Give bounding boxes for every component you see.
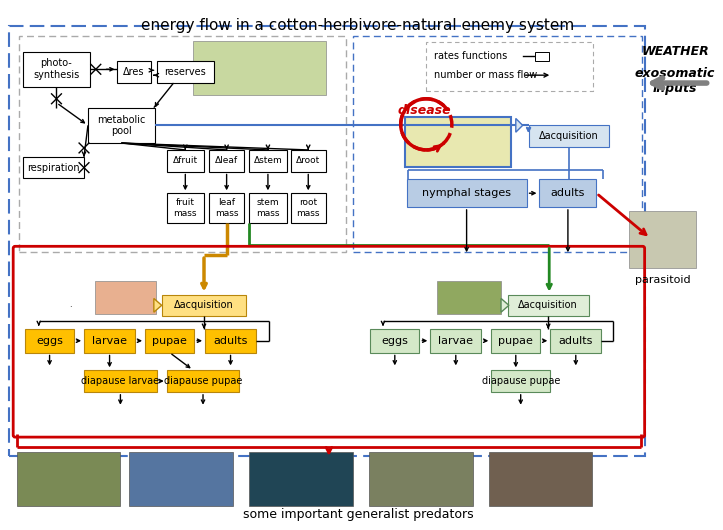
Text: larvae: larvae — [438, 335, 474, 346]
Bar — [437, 281, 501, 314]
Text: larvae: larvae — [92, 335, 127, 346]
FancyBboxPatch shape — [23, 157, 84, 179]
FancyBboxPatch shape — [406, 180, 526, 207]
Text: diapause pupae: diapause pupae — [482, 376, 560, 386]
Text: respiration: respiration — [27, 163, 80, 173]
FancyBboxPatch shape — [209, 150, 244, 172]
Text: root
mass: root mass — [296, 198, 320, 218]
Bar — [354, 36, 642, 252]
FancyBboxPatch shape — [88, 108, 155, 143]
Text: Δacquisition: Δacquisition — [539, 131, 599, 141]
FancyBboxPatch shape — [291, 150, 326, 172]
Text: Δleaf: Δleaf — [215, 156, 238, 165]
FancyBboxPatch shape — [166, 150, 204, 172]
FancyBboxPatch shape — [157, 61, 214, 83]
Text: .: . — [69, 300, 72, 309]
Text: WEATHER: WEATHER — [641, 45, 709, 58]
FancyBboxPatch shape — [209, 193, 244, 223]
Bar — [369, 452, 473, 506]
Text: diapause larvae: diapause larvae — [81, 376, 160, 386]
FancyBboxPatch shape — [117, 61, 151, 83]
Bar — [489, 452, 593, 506]
Text: Δfruit: Δfruit — [173, 156, 198, 165]
Text: Δres: Δres — [124, 67, 145, 77]
FancyBboxPatch shape — [430, 329, 482, 352]
Text: photo-
synthesis: photo- synthesis — [33, 58, 80, 80]
Text: exosomatic
inputs: exosomatic inputs — [635, 67, 715, 95]
Bar — [129, 452, 233, 506]
FancyBboxPatch shape — [491, 370, 550, 392]
Bar — [405, 118, 511, 166]
Text: number or mass flow: number or mass flow — [434, 70, 537, 80]
Bar — [17, 452, 121, 506]
Bar — [19, 36, 346, 252]
FancyBboxPatch shape — [508, 295, 589, 316]
FancyBboxPatch shape — [166, 193, 204, 223]
Text: nymphal stages: nymphal stages — [422, 188, 511, 198]
Bar — [536, 51, 549, 61]
Bar — [95, 281, 155, 314]
Bar — [193, 41, 326, 95]
FancyBboxPatch shape — [23, 51, 90, 87]
Text: leaf
mass: leaf mass — [215, 198, 239, 218]
FancyBboxPatch shape — [249, 193, 286, 223]
Text: disease: disease — [398, 104, 451, 117]
Text: Δacquisition: Δacquisition — [174, 301, 234, 311]
Text: rates functions: rates functions — [434, 51, 508, 61]
Text: adults: adults — [213, 335, 248, 346]
FancyBboxPatch shape — [491, 329, 540, 352]
Text: Δacquisition: Δacquisition — [518, 301, 578, 311]
Text: eggs: eggs — [36, 335, 63, 346]
Text: Δroot: Δroot — [296, 156, 320, 165]
Polygon shape — [501, 298, 509, 312]
FancyBboxPatch shape — [529, 125, 609, 147]
FancyBboxPatch shape — [145, 329, 194, 352]
FancyBboxPatch shape — [84, 329, 135, 352]
FancyBboxPatch shape — [539, 180, 596, 207]
Polygon shape — [515, 118, 523, 132]
FancyBboxPatch shape — [166, 370, 239, 392]
Text: metabolic
pool: metabolic pool — [97, 114, 145, 136]
FancyBboxPatch shape — [25, 329, 74, 352]
FancyBboxPatch shape — [205, 329, 256, 352]
Bar — [9, 26, 645, 456]
Bar — [249, 452, 353, 506]
Text: adults: adults — [551, 188, 585, 198]
FancyBboxPatch shape — [550, 329, 602, 352]
Text: eggs: eggs — [381, 335, 408, 346]
Polygon shape — [154, 298, 162, 312]
Text: stem
mass: stem mass — [256, 198, 280, 218]
Text: fruit
mass: fruit mass — [174, 198, 197, 218]
Text: adults: adults — [559, 335, 593, 346]
FancyBboxPatch shape — [84, 370, 157, 392]
FancyBboxPatch shape — [249, 150, 286, 172]
Text: energy flow in a cotton-herbivore-natural enemy system: energy flow in a cotton-herbivore-natura… — [141, 18, 574, 33]
Text: reserves: reserves — [164, 67, 206, 77]
Text: pupae: pupae — [498, 335, 534, 346]
Text: pupae: pupae — [152, 335, 187, 346]
FancyBboxPatch shape — [162, 295, 247, 316]
Text: parasitoid: parasitoid — [635, 275, 690, 285]
Text: diapause pupae: diapause pupae — [164, 376, 242, 386]
FancyBboxPatch shape — [291, 193, 326, 223]
Bar — [427, 42, 594, 91]
Bar — [629, 211, 696, 268]
Text: Δstem: Δstem — [254, 156, 282, 165]
FancyBboxPatch shape — [370, 329, 419, 352]
Text: some important generalist predators: some important generalist predators — [243, 508, 474, 522]
